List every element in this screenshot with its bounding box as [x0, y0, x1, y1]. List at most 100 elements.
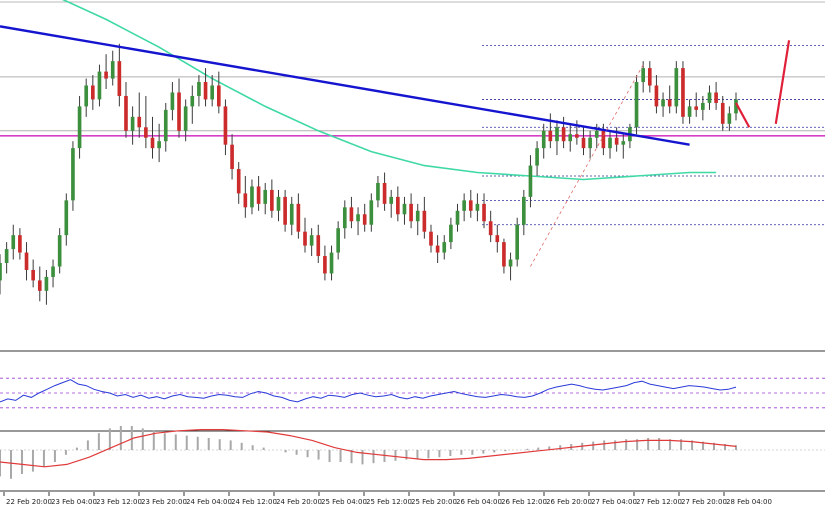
candle-bull	[594, 130, 599, 138]
macd-panel	[0, 426, 825, 492]
candle-bear	[694, 106, 699, 110]
candle-bull	[163, 109, 168, 142]
candle-bull	[183, 106, 188, 131]
candle-bear	[37, 280, 42, 291]
time-tick-label: 26 Feb 04:00	[456, 498, 502, 506]
time-tick-label: 24 Feb 04:00	[186, 498, 232, 506]
candle-bull	[157, 141, 161, 149]
candle-bull	[634, 82, 639, 128]
time-tick-label: 27 Feb 04:00	[591, 498, 637, 506]
candle-bear	[236, 169, 241, 194]
candle-bull	[674, 68, 679, 107]
candle-bear	[720, 102, 725, 124]
candle-bull	[449, 224, 453, 243]
candle-bear	[422, 210, 427, 232]
candle-bull	[687, 106, 692, 117]
candle-bull	[568, 134, 573, 142]
candle-bear	[144, 127, 148, 138]
candle-bull	[356, 214, 360, 222]
candle-bull	[455, 210, 460, 225]
candle-bull	[555, 127, 559, 142]
candle-bear	[243, 193, 248, 208]
candle-bull	[309, 235, 314, 246]
candle-bull	[190, 95, 195, 107]
time-axis-background	[0, 492, 825, 510]
time-tick-label: 28 Feb 04:00	[726, 498, 772, 506]
candle-bear	[230, 144, 234, 170]
price-background	[0, 0, 825, 352]
candle-bear	[349, 207, 354, 222]
candle-bull	[71, 148, 75, 201]
candle-bear	[316, 235, 321, 257]
candle-bull	[376, 182, 380, 201]
fib-diagonal	[530, 64, 644, 267]
candle-bull	[661, 99, 665, 107]
candle-bear	[24, 252, 29, 270]
candle-bear	[667, 99, 672, 107]
candle-bear	[614, 137, 619, 145]
candle-bear	[714, 92, 718, 103]
candle-bull	[84, 85, 89, 107]
candle-bull	[641, 68, 645, 83]
time-tick-label: 22 Feb 20:00	[6, 498, 52, 506]
candle-bull	[541, 130, 546, 149]
time-tick-label: 25 Feb 12:00	[366, 498, 412, 506]
candle-bull	[263, 189, 268, 204]
candle-bear	[495, 235, 500, 243]
candle-bear	[203, 82, 208, 100]
forecast-line-0	[735, 102, 751, 128]
candle-bull	[415, 210, 420, 222]
candle-bull	[77, 106, 82, 149]
candle-bear	[31, 269, 35, 281]
candle-bear	[654, 85, 659, 107]
candle-bear	[150, 137, 155, 149]
candle-bull	[329, 252, 334, 274]
candle-bear	[502, 242, 506, 267]
candle-bull	[402, 203, 407, 215]
candle-bull	[57, 235, 62, 267]
candle-bull	[508, 259, 513, 267]
candle-bull	[342, 207, 347, 229]
candle-bear	[223, 106, 228, 145]
candle-bear	[283, 196, 287, 225]
candle-bear	[575, 134, 579, 138]
forecast-line-1	[774, 40, 791, 124]
candle-bull	[51, 266, 55, 277]
candle-bull	[462, 200, 466, 211]
candle-bear	[396, 196, 400, 215]
rsi-line	[0, 379, 737, 403]
candle-bull	[64, 200, 69, 236]
candle-bull	[250, 186, 254, 208]
candle-bull	[0, 263, 2, 281]
candle-bear	[488, 221, 493, 236]
candle-bear	[647, 68, 652, 86]
candle-bear	[91, 85, 95, 100]
candle-bull	[11, 235, 16, 250]
candle-bull	[475, 203, 480, 211]
candle-bull	[621, 141, 626, 145]
time-tick-label: 27 Feb 12:00	[636, 498, 682, 506]
candle-bear	[303, 231, 307, 246]
candle-bear	[429, 231, 433, 246]
time-tick-label: 27 Feb 20:00	[681, 498, 727, 506]
candle-bear	[548, 130, 553, 142]
candle-bear	[117, 61, 122, 96]
candle-bull	[276, 196, 281, 211]
candle-bull	[97, 71, 102, 100]
candle-bull	[110, 61, 115, 79]
candle-bull	[734, 99, 738, 114]
candle-bear	[382, 182, 387, 204]
price-panel	[0, 0, 825, 352]
bearish-trend-line	[0, 25, 690, 146]
candle-bull	[608, 137, 612, 149]
candle-bear	[18, 235, 22, 253]
macd-signal-line	[0, 429, 737, 468]
time-tick-label: 26 Feb 20:00	[546, 498, 592, 506]
candle-bull	[197, 82, 201, 96]
candle-bull	[44, 276, 49, 291]
candle-bear	[468, 200, 473, 211]
time-tick-label: 25 Feb 04:00	[321, 498, 367, 506]
candle-bear	[409, 203, 413, 222]
candle-bull	[701, 102, 705, 110]
